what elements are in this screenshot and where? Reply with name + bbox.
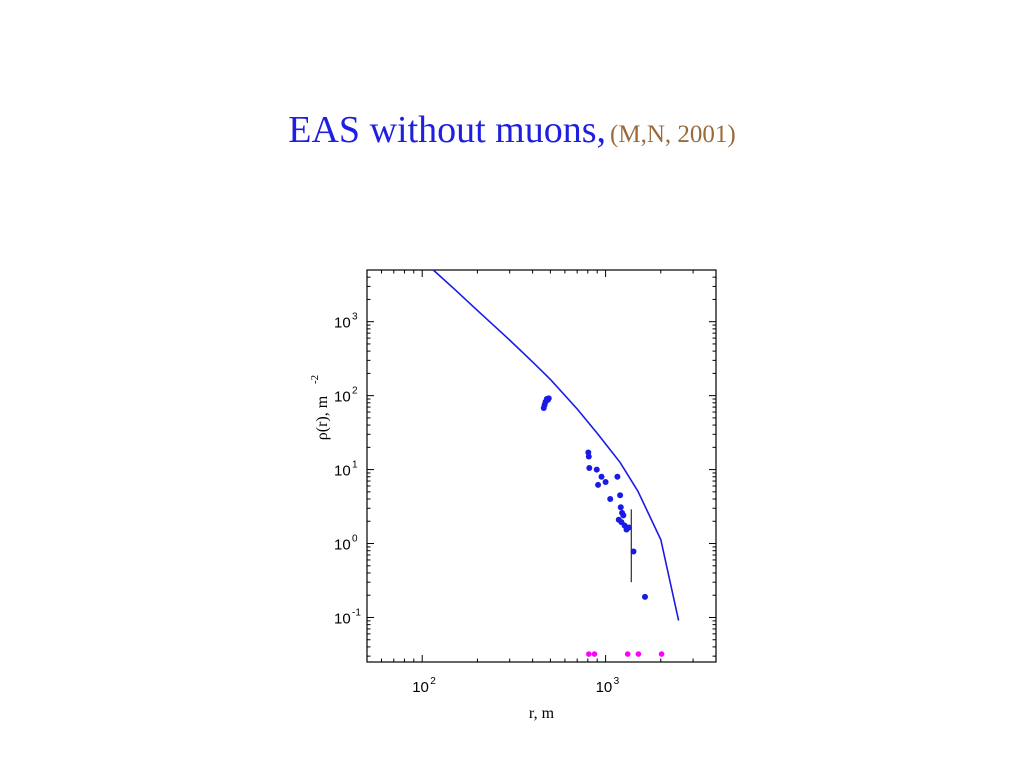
tick-marks: [366, 269, 717, 662]
axis-titles: r, m ρ(r), m -2: [309, 375, 555, 722]
title-main: EAS without muons,: [288, 109, 607, 151]
data-point: [598, 473, 605, 480]
y-tick-exponent: 2: [352, 386, 358, 397]
data-point: [545, 395, 552, 402]
data-point: [607, 496, 614, 503]
data-point: [614, 473, 621, 480]
fit-curve-group: [432, 269, 680, 621]
data-point: [630, 548, 637, 555]
y-tick-exponent: 0: [352, 534, 358, 545]
title-citation: (M,N, 2001): [610, 121, 736, 148]
data-point: [641, 593, 648, 600]
data-point: [593, 466, 600, 473]
data-point: [585, 453, 592, 460]
y-tick-exponent: 3: [352, 312, 358, 323]
y-axis-title-exponent: -2: [309, 375, 321, 384]
zero-density-point: [591, 651, 598, 657]
y-tick-label: 10: [334, 610, 351, 627]
data-point: [602, 478, 609, 485]
tick-labels: 10 2 10 310 -110 010 110 210 3: [334, 312, 620, 696]
data-point: [595, 481, 602, 488]
plot-frame: [366, 269, 717, 663]
zero-density-point: [635, 651, 642, 657]
y-tick-label: 10: [334, 463, 351, 480]
y-tick-exponent: -1: [352, 607, 361, 618]
zero-density-point: [586, 651, 592, 657]
data-points: [540, 395, 665, 657]
y-tick-label: 10: [334, 315, 351, 332]
x-tick-label: 10: [596, 679, 613, 696]
data-point: [620, 512, 627, 519]
data-point: [617, 504, 624, 511]
x-axis-title: r, m: [529, 705, 555, 722]
x-tick-label: 10: [412, 679, 429, 696]
data-point: [586, 465, 593, 472]
zero-density-point: [624, 651, 631, 657]
x-tick-exponent: 2: [430, 676, 436, 687]
y-axis-title: ρ(r), m: [314, 395, 331, 440]
y-tick-label: 10: [334, 537, 351, 554]
data-point: [625, 524, 632, 531]
chart-title: EAS without muons, (M,N, 2001): [0, 108, 1024, 152]
data-point: [617, 492, 624, 499]
fit-curve: [432, 269, 680, 621]
zero-density-point: [658, 651, 665, 657]
y-axis-title-group: ρ(r), m -2: [309, 375, 331, 440]
y-tick-exponent: 1: [352, 460, 358, 471]
y-tick-label: 10: [334, 389, 351, 406]
x-tick-exponent: 3: [614, 676, 620, 687]
